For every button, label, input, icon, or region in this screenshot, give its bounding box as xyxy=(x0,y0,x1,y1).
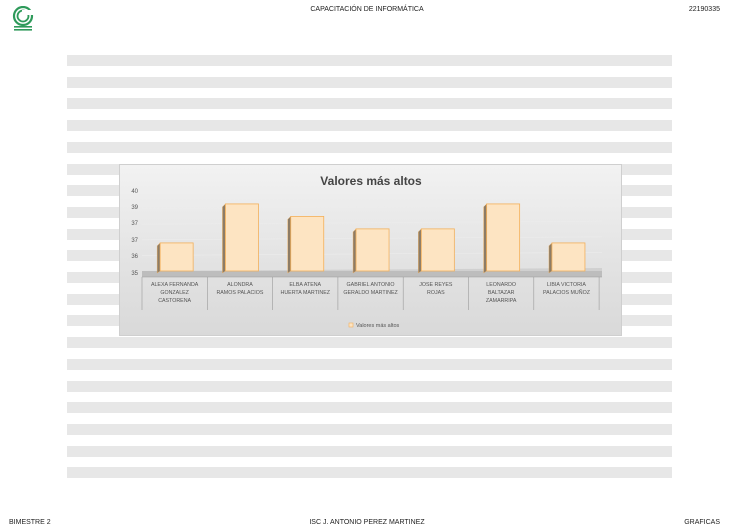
category-label: GERALDO MARTINEZ xyxy=(343,290,398,296)
background-stripe xyxy=(67,445,672,457)
category-label: ELBA ATENA xyxy=(289,282,321,288)
background-stripe xyxy=(67,358,672,370)
bar-side xyxy=(418,228,422,274)
bar xyxy=(486,203,521,272)
background-stripe xyxy=(67,55,672,66)
bar-side xyxy=(352,228,357,274)
category-label: RAMOS PALACIOS xyxy=(216,290,263,296)
category-label: CASTORENA xyxy=(158,298,191,304)
category-label: PALACIOS MUÑOZ xyxy=(543,289,591,296)
y-tick-label: 35 xyxy=(131,271,138,277)
background-stripe xyxy=(67,380,672,392)
category-label: GONZALEZ xyxy=(160,290,189,296)
y-tick-label: 39 xyxy=(131,205,138,211)
bar xyxy=(551,242,586,272)
category-label: ROJAS xyxy=(427,290,445,296)
bar xyxy=(355,228,390,272)
bar xyxy=(290,216,325,272)
background-stripe xyxy=(67,423,672,435)
category-label: JOSE REYES xyxy=(419,282,453,288)
background-stripe xyxy=(67,467,672,479)
category-label: GABRIEL ANTONIO xyxy=(347,282,395,288)
bar xyxy=(159,242,194,272)
y-tick-label: 36 xyxy=(131,254,138,260)
footer-teacher: ISC J. ANTONIO PEREZ MARTINEZ xyxy=(309,519,425,526)
background-stripe xyxy=(67,141,672,153)
category-label: LIBIA VICTORIA xyxy=(547,282,587,288)
background-stripe xyxy=(67,120,672,132)
gridline xyxy=(141,220,603,225)
gridline xyxy=(141,205,603,209)
background-stripe xyxy=(67,337,672,349)
background-stripe xyxy=(67,76,672,88)
y-tick-label: 37 xyxy=(131,221,138,227)
y-tick-label: 37 xyxy=(131,238,138,244)
legend-swatch xyxy=(348,322,354,328)
footer-bimester: BIMESTRE 2 xyxy=(9,519,51,526)
bar-side xyxy=(483,203,487,274)
bar-side xyxy=(548,242,553,274)
chart-title: Valores más altos xyxy=(320,174,422,188)
page-title: CAPACITACIÓN DE INFORMÁTICA xyxy=(310,6,424,13)
logo-icon xyxy=(12,6,34,31)
legend-label: Valores más altos xyxy=(356,323,400,329)
chart-canvas: Valores más altos 40 39 37 37 36 35 ALEXA FERNA… xyxy=(131,174,603,329)
category-label: BALTAZAR xyxy=(488,290,515,296)
category-label: ZAMARRIPA xyxy=(486,298,517,304)
category-label: ALEXA FERNANDA xyxy=(151,282,199,288)
bar-side xyxy=(287,215,291,274)
chart-floor xyxy=(142,271,602,277)
category-label: LEONARDO xyxy=(486,282,516,288)
footer-section: GRAFICAS xyxy=(684,519,720,526)
document-code: 22190335 xyxy=(688,6,720,13)
bar xyxy=(225,203,259,272)
background-stripe xyxy=(67,98,672,110)
bar xyxy=(420,228,455,272)
background-stripe xyxy=(67,402,672,414)
y-tick-label: 40 xyxy=(131,189,138,195)
category-label: ALONDRA xyxy=(227,282,253,288)
category-label: HUERTA MARTINEZ xyxy=(281,290,331,296)
bar-chart: Valores más altos 40 39 37 37 36 35 ALEXA FERNA… xyxy=(119,164,622,336)
bar-side xyxy=(156,242,161,274)
bar-side xyxy=(222,203,226,274)
